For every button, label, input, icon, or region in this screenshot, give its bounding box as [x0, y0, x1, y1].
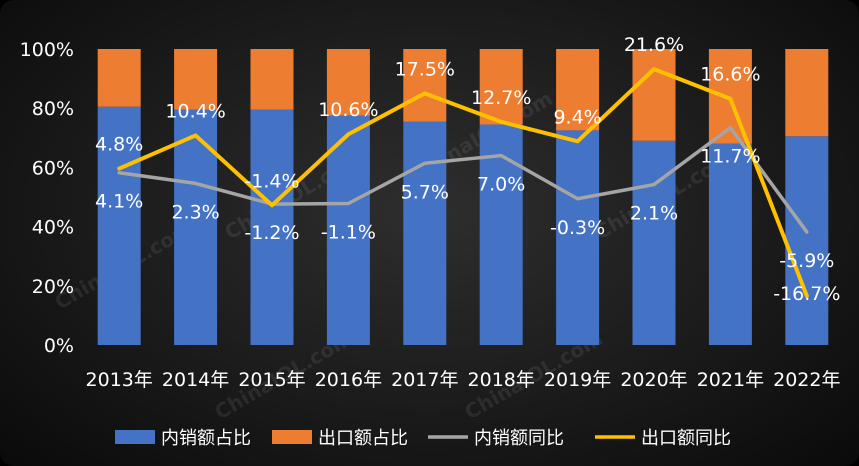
data-label-export-yoy: 17.5% [395, 58, 455, 80]
y-tick-label: 0% [44, 335, 74, 357]
bar-export-share [556, 49, 600, 131]
line-domestic-yoy [117, 125, 809, 234]
data-label-domestic-yoy: -1.1% [321, 222, 376, 244]
bar-export-share [403, 49, 447, 122]
x-tick-label: 2013年 [86, 369, 153, 391]
data-label-domestic-yoy: -5.9% [779, 250, 834, 272]
x-tick-label: 2014年 [162, 369, 229, 391]
bar-export-share [785, 49, 829, 137]
data-label-domestic-yoy: 2.1% [630, 203, 678, 225]
data-label-export-yoy: 16.6% [700, 64, 760, 86]
data-label-domestic-yoy: 5.7% [401, 181, 449, 203]
line-export-yoy [117, 67, 809, 298]
x-tick-label: 2018年 [468, 369, 535, 391]
data-label-export-yoy: 12.7% [471, 87, 531, 109]
bar-domestic-share [326, 115, 370, 345]
x-tick-label: 2017年 [391, 369, 458, 391]
data-label-domestic-yoy: 2.3% [171, 201, 219, 223]
x-tick-label: 2016年 [315, 369, 382, 391]
data-label-export-yoy: 10.6% [318, 99, 378, 121]
bar-domestic-share [403, 121, 447, 346]
x-tick-label: 2020年 [620, 369, 687, 391]
data-label-domestic-yoy: 7.0% [477, 174, 525, 196]
legend: 内销额占比 出口额占比 内销额同比 出口额同比 [115, 428, 731, 449]
bars [97, 49, 829, 346]
data-label-domestic-yoy: -0.3% [550, 217, 605, 239]
y-tick-label: 20% [32, 276, 74, 298]
data-label-export-yoy: -16.7% [773, 283, 840, 305]
bar-domestic-share [708, 143, 752, 345]
y-axis-ticks: 0% 20% 40% 60% 80% 100% [20, 39, 74, 357]
bar-export-share [174, 49, 218, 110]
legend-label: 内销额占比 [161, 428, 251, 449]
data-label-export-yoy: 4.8% [95, 134, 143, 156]
data-label-export-yoy: 10.4% [165, 100, 225, 122]
data-labels: 4.1% 2.3% -1.2% -1.1% 5.7% 7.0% -0.3% 2.1% 11.7%… [95, 34, 840, 305]
legend-swatch [272, 430, 312, 444]
legend-swatch [115, 430, 155, 444]
bar-domestic-share [785, 136, 829, 345]
y-tick-label: 40% [32, 217, 74, 239]
data-label-domestic-yoy: 11.7% [700, 146, 760, 168]
bar-domestic-share [556, 130, 600, 345]
legend-label: 出口额同比 [641, 428, 731, 449]
bar-export-share [97, 49, 141, 107]
y-tick-label: 60% [32, 157, 74, 179]
y-tick-label: 80% [32, 98, 74, 120]
x-tick-label: 2019年 [544, 369, 611, 391]
x-axis-ticks: 2013年 2014年 2015年 2016年 2017年 2018年 2019年 2020年… [86, 369, 841, 391]
bar-export-share [632, 49, 676, 141]
data-label-domestic-yoy: -1.2% [244, 222, 299, 244]
bar-domestic-share [174, 109, 218, 346]
bar-export-share [326, 49, 370, 116]
lines [117, 67, 809, 298]
bar-domestic-share [97, 106, 141, 345]
data-label-export-yoy: 9.4% [553, 106, 601, 128]
data-label-domestic-yoy: 4.1% [95, 191, 143, 213]
bar-export-share [479, 49, 523, 125]
data-label-export-yoy: 21.6% [624, 34, 684, 56]
x-tick-label: 2021年 [697, 369, 764, 391]
bar-domestic-share [479, 124, 523, 345]
x-tick-label: 2015年 [238, 369, 305, 391]
y-tick-label: 100% [20, 39, 74, 61]
data-label-export-yoy: -1.4% [244, 170, 299, 192]
legend-label: 内销额同比 [474, 428, 564, 449]
legend-label: 出口额占比 [318, 428, 408, 449]
x-tick-label: 2022年 [773, 369, 840, 391]
bar-export-share [250, 49, 294, 110]
bar-domestic-share [250, 109, 294, 346]
